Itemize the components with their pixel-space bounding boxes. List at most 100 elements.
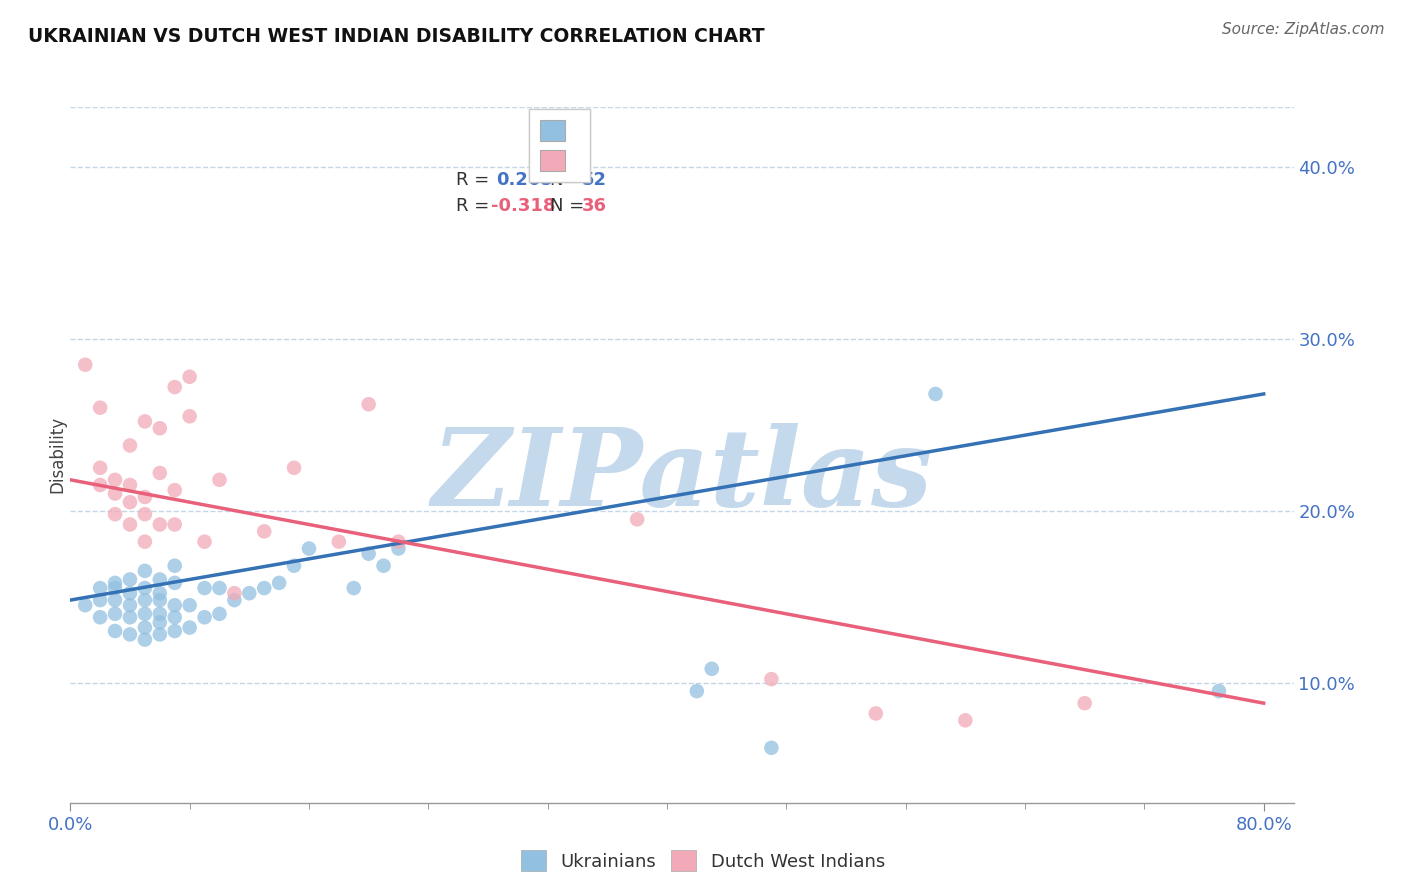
Point [149, 627, 172, 641]
Text: N =: N = [550, 171, 589, 189]
Point [149, 586, 172, 600]
Point [118, 478, 141, 492]
Point [163, 624, 186, 638]
Point [208, 607, 231, 621]
Point [253, 581, 276, 595]
Point [163, 380, 186, 394]
Point [955, 714, 977, 728]
Point [269, 575, 291, 590]
Point [283, 558, 305, 573]
Point [208, 581, 231, 595]
Point [208, 473, 231, 487]
Point [104, 624, 127, 638]
Point [387, 534, 409, 549]
Point [179, 409, 201, 424]
Point [134, 564, 156, 578]
Point [89, 460, 111, 475]
Point [104, 581, 127, 595]
Point [134, 414, 156, 428]
Point [343, 581, 366, 595]
Point [89, 401, 111, 415]
Point [118, 610, 141, 624]
Point [253, 524, 276, 539]
Point [89, 610, 111, 624]
Legend: , : , [529, 109, 591, 181]
Point [224, 593, 246, 607]
Text: Source: ZipAtlas.com: Source: ZipAtlas.com [1222, 22, 1385, 37]
Point [104, 473, 127, 487]
Point [89, 593, 111, 607]
Point [626, 512, 648, 526]
Y-axis label: Disability: Disability [48, 417, 66, 493]
Point [163, 558, 186, 573]
Point [387, 541, 409, 556]
Text: -0.318: -0.318 [491, 197, 555, 215]
Point [134, 607, 156, 621]
Point [761, 672, 783, 686]
Point [134, 490, 156, 504]
Point [179, 369, 201, 384]
Point [149, 573, 172, 587]
Point [104, 607, 127, 621]
Point [163, 610, 186, 624]
Point [865, 706, 887, 721]
Point [134, 534, 156, 549]
Point [700, 662, 723, 676]
Point [134, 621, 156, 635]
Point [104, 575, 127, 590]
Point [104, 486, 127, 500]
Point [149, 593, 172, 607]
Point [179, 599, 201, 613]
Point [328, 534, 350, 549]
Text: R =: R = [456, 171, 501, 189]
Point [149, 607, 172, 621]
Point [149, 421, 172, 435]
Point [238, 586, 260, 600]
Text: R =: R = [456, 197, 495, 215]
Point [357, 397, 380, 411]
Point [118, 517, 141, 532]
Point [118, 495, 141, 509]
Point [1073, 696, 1095, 710]
Point [134, 581, 156, 595]
Point [134, 632, 156, 647]
Point [761, 740, 783, 755]
Point [1208, 684, 1230, 698]
Point [104, 593, 127, 607]
Point [149, 466, 172, 480]
Point [686, 684, 709, 698]
Point [924, 387, 946, 401]
Point [179, 621, 201, 635]
Text: ZIPatlas: ZIPatlas [432, 423, 932, 529]
Point [163, 517, 186, 532]
Point [163, 599, 186, 613]
Text: 0.265: 0.265 [496, 171, 553, 189]
Text: 52: 52 [582, 171, 606, 189]
Point [104, 507, 127, 521]
Legend: Ukrainians, Dutch West Indians: Ukrainians, Dutch West Indians [513, 843, 893, 879]
Point [118, 586, 141, 600]
Point [224, 586, 246, 600]
Point [373, 558, 395, 573]
Point [163, 483, 186, 497]
Point [283, 460, 305, 475]
Point [118, 627, 141, 641]
Text: UKRAINIAN VS DUTCH WEST INDIAN DISABILITY CORRELATION CHART: UKRAINIAN VS DUTCH WEST INDIAN DISABILIT… [28, 27, 765, 45]
Point [134, 593, 156, 607]
Point [118, 599, 141, 613]
Point [75, 599, 97, 613]
Point [163, 575, 186, 590]
Text: N =: N = [550, 197, 589, 215]
Point [134, 507, 156, 521]
Point [118, 573, 141, 587]
Point [75, 358, 97, 372]
Point [193, 534, 215, 549]
Point [149, 517, 172, 532]
Point [357, 547, 380, 561]
Point [89, 581, 111, 595]
Point [193, 581, 215, 595]
Text: 36: 36 [582, 197, 606, 215]
Point [193, 610, 215, 624]
Point [149, 615, 172, 630]
Point [89, 478, 111, 492]
